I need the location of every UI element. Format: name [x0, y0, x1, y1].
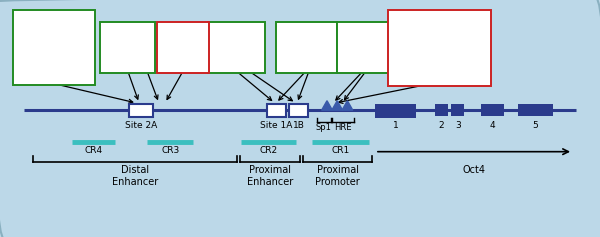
Text: Distal
Enhancer: Distal Enhancer [112, 165, 158, 187]
Text: Rxrβ
SF1
TR2: Rxrβ SF1 TR2 [352, 32, 374, 63]
Text: 5: 5 [532, 121, 538, 130]
Text: 4: 4 [490, 121, 496, 130]
Text: CR2: CR2 [260, 146, 278, 155]
FancyBboxPatch shape [337, 22, 389, 73]
FancyBboxPatch shape [388, 10, 491, 86]
Polygon shape [332, 101, 343, 110]
Text: Nanog: Nanog [222, 43, 251, 52]
Text: Cdx2: Cdx2 [172, 43, 194, 52]
Text: HRE: HRE [334, 123, 352, 132]
Text: Nr5a2
Esrrb: Nr5a2 Esrrb [293, 37, 320, 58]
Text: CR4: CR4 [85, 146, 103, 155]
Text: Site 1A: Site 1A [260, 121, 293, 130]
Bar [435, 104, 448, 116]
Text: COUP-TFI/II
GCNF
SUMOylated TR2: COUP-TFI/II GCNF SUMOylated TR2 [401, 32, 478, 64]
Text: Prdm14
Klf4
Stat3
Sall4
Esrrb...: Prdm14 Klf4 Stat3 Sall4 Esrrb... [37, 20, 71, 75]
Text: CR1: CR1 [332, 146, 350, 155]
Bar [289, 104, 308, 117]
Polygon shape [342, 101, 353, 110]
Bar [375, 104, 416, 118]
Bar [518, 104, 553, 116]
Text: 1B: 1B [293, 121, 305, 130]
FancyBboxPatch shape [157, 22, 209, 73]
Text: CR3: CR3 [161, 146, 179, 155]
FancyBboxPatch shape [208, 22, 265, 73]
Text: 1: 1 [392, 121, 398, 130]
Bar [481, 104, 504, 116]
Text: 2: 2 [439, 121, 445, 130]
Text: Oct4
Sox2: Oct4 Sox2 [116, 37, 139, 58]
Bar [267, 104, 286, 117]
Text: 3: 3 [455, 121, 461, 130]
Text: Proximal
Enhancer: Proximal Enhancer [247, 165, 293, 187]
Polygon shape [322, 101, 332, 110]
FancyBboxPatch shape [13, 10, 95, 85]
Text: Proximal
Promoter: Proximal Promoter [316, 165, 360, 187]
FancyBboxPatch shape [100, 22, 155, 73]
Text: Sp1: Sp1 [316, 123, 331, 132]
Bar [451, 104, 464, 116]
Text: Site 2A: Site 2A [125, 121, 157, 130]
Text: Oct4: Oct4 [463, 165, 485, 175]
FancyBboxPatch shape [276, 22, 337, 73]
Bar [129, 104, 153, 117]
